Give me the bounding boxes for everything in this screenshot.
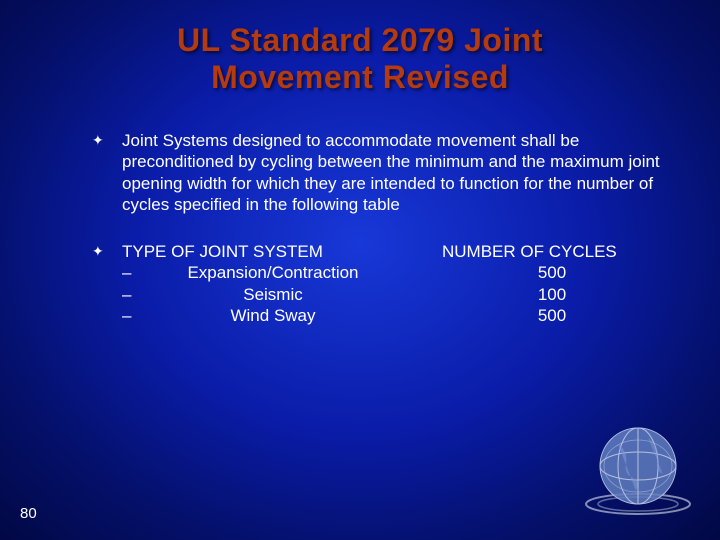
joint-type: Wind Sway	[230, 306, 315, 325]
table-row: – Seismic	[122, 284, 402, 305]
title-line-2: Movement Revised	[211, 59, 509, 95]
joint-type: Seismic	[243, 285, 303, 304]
page-number: 80	[20, 505, 37, 522]
col-heading-cycles: NUMBER OF CYCLES	[442, 241, 662, 262]
dash-icon: –	[122, 305, 131, 326]
dash-icon: –	[122, 284, 131, 305]
cycles-table: TYPE OF JOINT SYSTEM – Expansion/Contrac…	[122, 241, 670, 326]
dash-icon: –	[122, 262, 131, 283]
slide-title: UL Standard 2079 Joint Movement Revised	[0, 0, 720, 96]
table-row: – Wind Sway	[122, 305, 402, 326]
bullet-text: Joint Systems designed to accommodate mo…	[122, 131, 660, 214]
slide-body: ✦ Joint Systems designed to accommodate …	[92, 130, 670, 352]
table-row: – Expansion/Contraction	[122, 262, 402, 283]
title-line-1: UL Standard 2079 Joint	[177, 22, 543, 58]
star-bullet-icon: ✦	[92, 132, 104, 150]
globe-icon	[578, 416, 698, 526]
cycles-value: 500	[442, 305, 662, 326]
star-bullet-icon: ✦	[92, 243, 104, 261]
bullet-item: ✦ Joint Systems designed to accommodate …	[92, 130, 670, 215]
cycles-value: 500	[442, 262, 662, 283]
bullet-item: ✦ TYPE OF JOINT SYSTEM – Expansion/Contr…	[92, 241, 670, 326]
joint-type: Expansion/Contraction	[187, 263, 358, 282]
col-heading-type: TYPE OF JOINT SYSTEM	[122, 241, 402, 262]
table-col-type: TYPE OF JOINT SYSTEM – Expansion/Contrac…	[122, 241, 402, 326]
table-col-cycles: NUMBER OF CYCLES 500 100 500	[442, 241, 662, 326]
cycles-value: 100	[442, 284, 662, 305]
slide: UL Standard 2079 Joint Movement Revised …	[0, 0, 720, 540]
